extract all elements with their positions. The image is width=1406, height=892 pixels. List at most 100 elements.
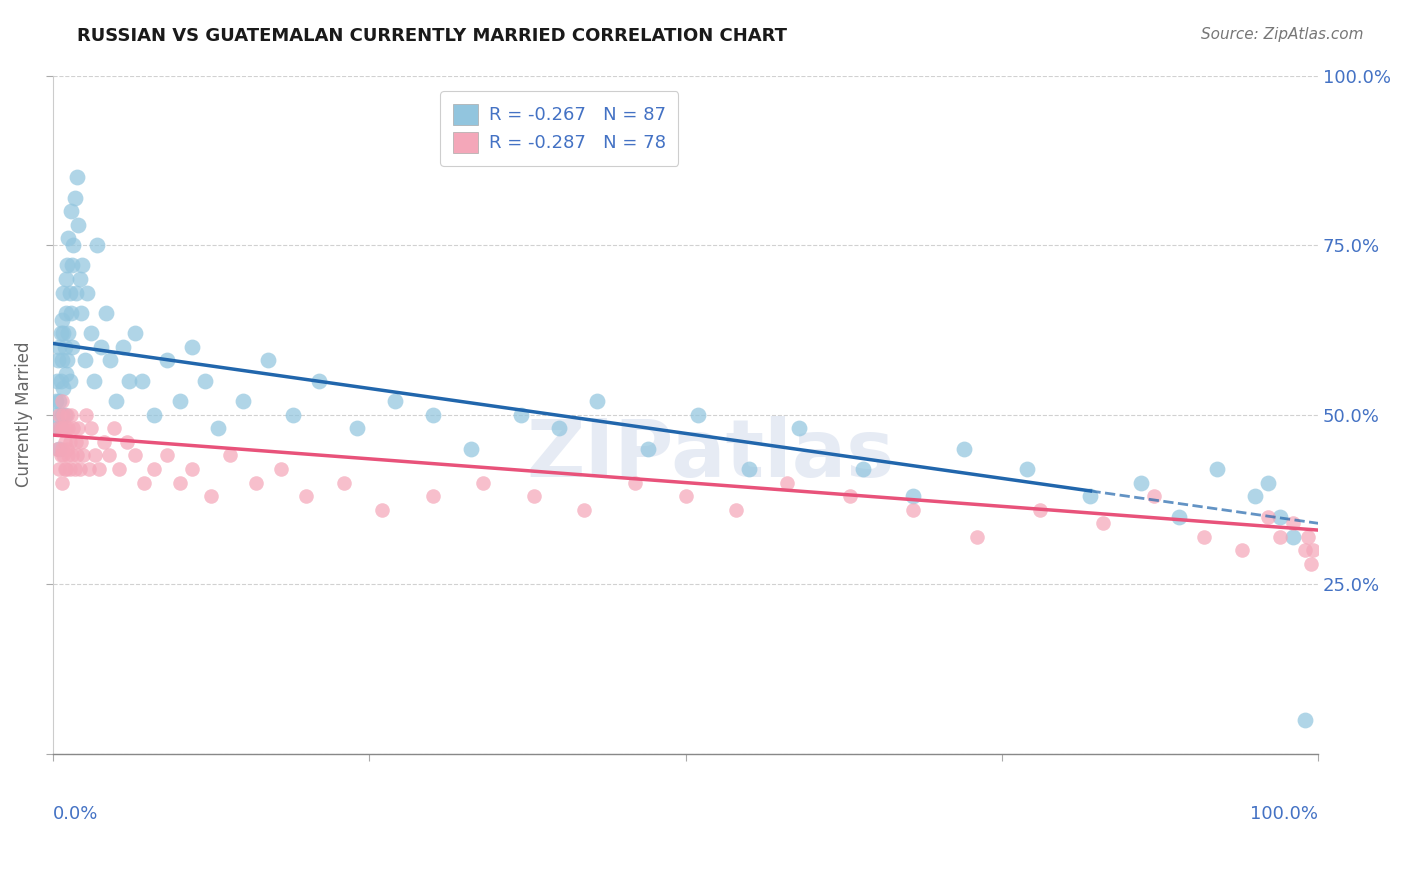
Guatemalans <box>48 462 70 476</box>
Russians <box>65 285 87 300</box>
Guatemalans <box>523 489 546 503</box>
Russians <box>56 259 79 273</box>
Guatemalans <box>333 475 356 490</box>
Russians <box>1017 462 1039 476</box>
Guatemalans <box>69 462 91 476</box>
Russians <box>52 381 75 395</box>
Russians <box>49 421 72 435</box>
Russians <box>283 408 305 422</box>
Russians <box>59 306 82 320</box>
Guatemalans <box>1296 530 1319 544</box>
Russians <box>55 367 77 381</box>
Text: 0.0%: 0.0% <box>53 805 98 822</box>
Russians <box>1168 509 1191 524</box>
Guatemalans <box>839 489 862 503</box>
Text: ZIPatlas: ZIPatlas <box>527 417 896 494</box>
Russians <box>67 218 90 232</box>
Russians <box>1295 713 1317 727</box>
Guatemalans <box>48 408 70 422</box>
Russians <box>51 408 73 422</box>
Guatemalans <box>1270 530 1292 544</box>
Russians <box>124 326 146 341</box>
Guatemalans <box>51 475 73 490</box>
Russians <box>422 408 444 422</box>
Guatemalans <box>65 434 87 449</box>
Guatemalans <box>49 421 72 435</box>
Russians <box>1282 530 1305 544</box>
Russians <box>83 374 105 388</box>
Russians <box>51 353 73 368</box>
Guatemalans <box>371 502 394 516</box>
Guatemalans <box>143 462 166 476</box>
Guatemalans <box>58 449 80 463</box>
Guatemalans <box>422 489 444 503</box>
Russians <box>62 238 84 252</box>
Guatemalans <box>59 408 82 422</box>
Guatemalans <box>219 449 242 463</box>
Guatemalans <box>725 502 748 516</box>
Russians <box>548 421 571 435</box>
Guatemalans <box>77 462 100 476</box>
Guatemalans <box>966 530 988 544</box>
Russians <box>111 340 134 354</box>
Guatemalans <box>1295 543 1317 558</box>
Russians <box>52 326 75 341</box>
Guatemalans <box>270 462 292 476</box>
Russians <box>56 353 79 368</box>
Guatemalans <box>75 408 97 422</box>
Guatemalans <box>181 462 204 476</box>
Guatemalans <box>295 489 318 503</box>
Russians <box>60 259 83 273</box>
Guatemalans <box>53 434 76 449</box>
Guatemalans <box>200 489 222 503</box>
Russians <box>1270 509 1292 524</box>
Russians <box>738 462 761 476</box>
Russians <box>953 442 976 456</box>
Russians <box>105 394 128 409</box>
Russians <box>232 394 254 409</box>
Guatemalans <box>1299 557 1322 571</box>
Guatemalans <box>63 462 86 476</box>
Russians <box>66 170 89 185</box>
Guatemalans <box>675 489 697 503</box>
Russians <box>1244 489 1267 503</box>
Text: RUSSIAN VS GUATEMALAN CURRENTLY MARRIED CORRELATION CHART: RUSSIAN VS GUATEMALAN CURRENTLY MARRIED … <box>77 27 787 45</box>
Guatemalans <box>58 421 80 435</box>
Russians <box>58 326 80 341</box>
Russians <box>53 340 76 354</box>
Russians <box>73 353 96 368</box>
Russians <box>58 285 80 300</box>
Text: 100.0%: 100.0% <box>1250 805 1319 822</box>
Guatemalans <box>72 449 94 463</box>
Russians <box>49 374 72 388</box>
Guatemalans <box>245 475 267 490</box>
Guatemalans <box>52 408 75 422</box>
Russians <box>45 408 67 422</box>
Legend: R = -0.267   N = 87, R = -0.287   N = 78: R = -0.267 N = 87, R = -0.287 N = 78 <box>440 91 678 166</box>
Russians <box>48 394 70 409</box>
Guatemalans <box>169 475 191 490</box>
Guatemalans <box>134 475 156 490</box>
Russians <box>181 340 204 354</box>
Guatemalans <box>1143 489 1166 503</box>
Guatemalans <box>62 421 84 435</box>
Russians <box>1206 462 1229 476</box>
Russians <box>55 272 77 286</box>
Guatemalans <box>80 421 103 435</box>
Guatemalans <box>574 502 596 516</box>
Guatemalans <box>1282 516 1305 531</box>
Russians <box>384 394 406 409</box>
Russians <box>852 462 875 476</box>
Russians <box>90 340 112 354</box>
Russians <box>169 394 191 409</box>
Guatemalans <box>70 434 93 449</box>
Guatemalans <box>60 449 83 463</box>
Russians <box>70 259 93 273</box>
Russians <box>80 326 103 341</box>
Russians <box>55 306 77 320</box>
Guatemalans <box>97 449 120 463</box>
Guatemalans <box>46 421 69 435</box>
Guatemalans <box>1194 530 1216 544</box>
Y-axis label: Currently Married: Currently Married <box>15 342 32 488</box>
Russians <box>131 374 153 388</box>
